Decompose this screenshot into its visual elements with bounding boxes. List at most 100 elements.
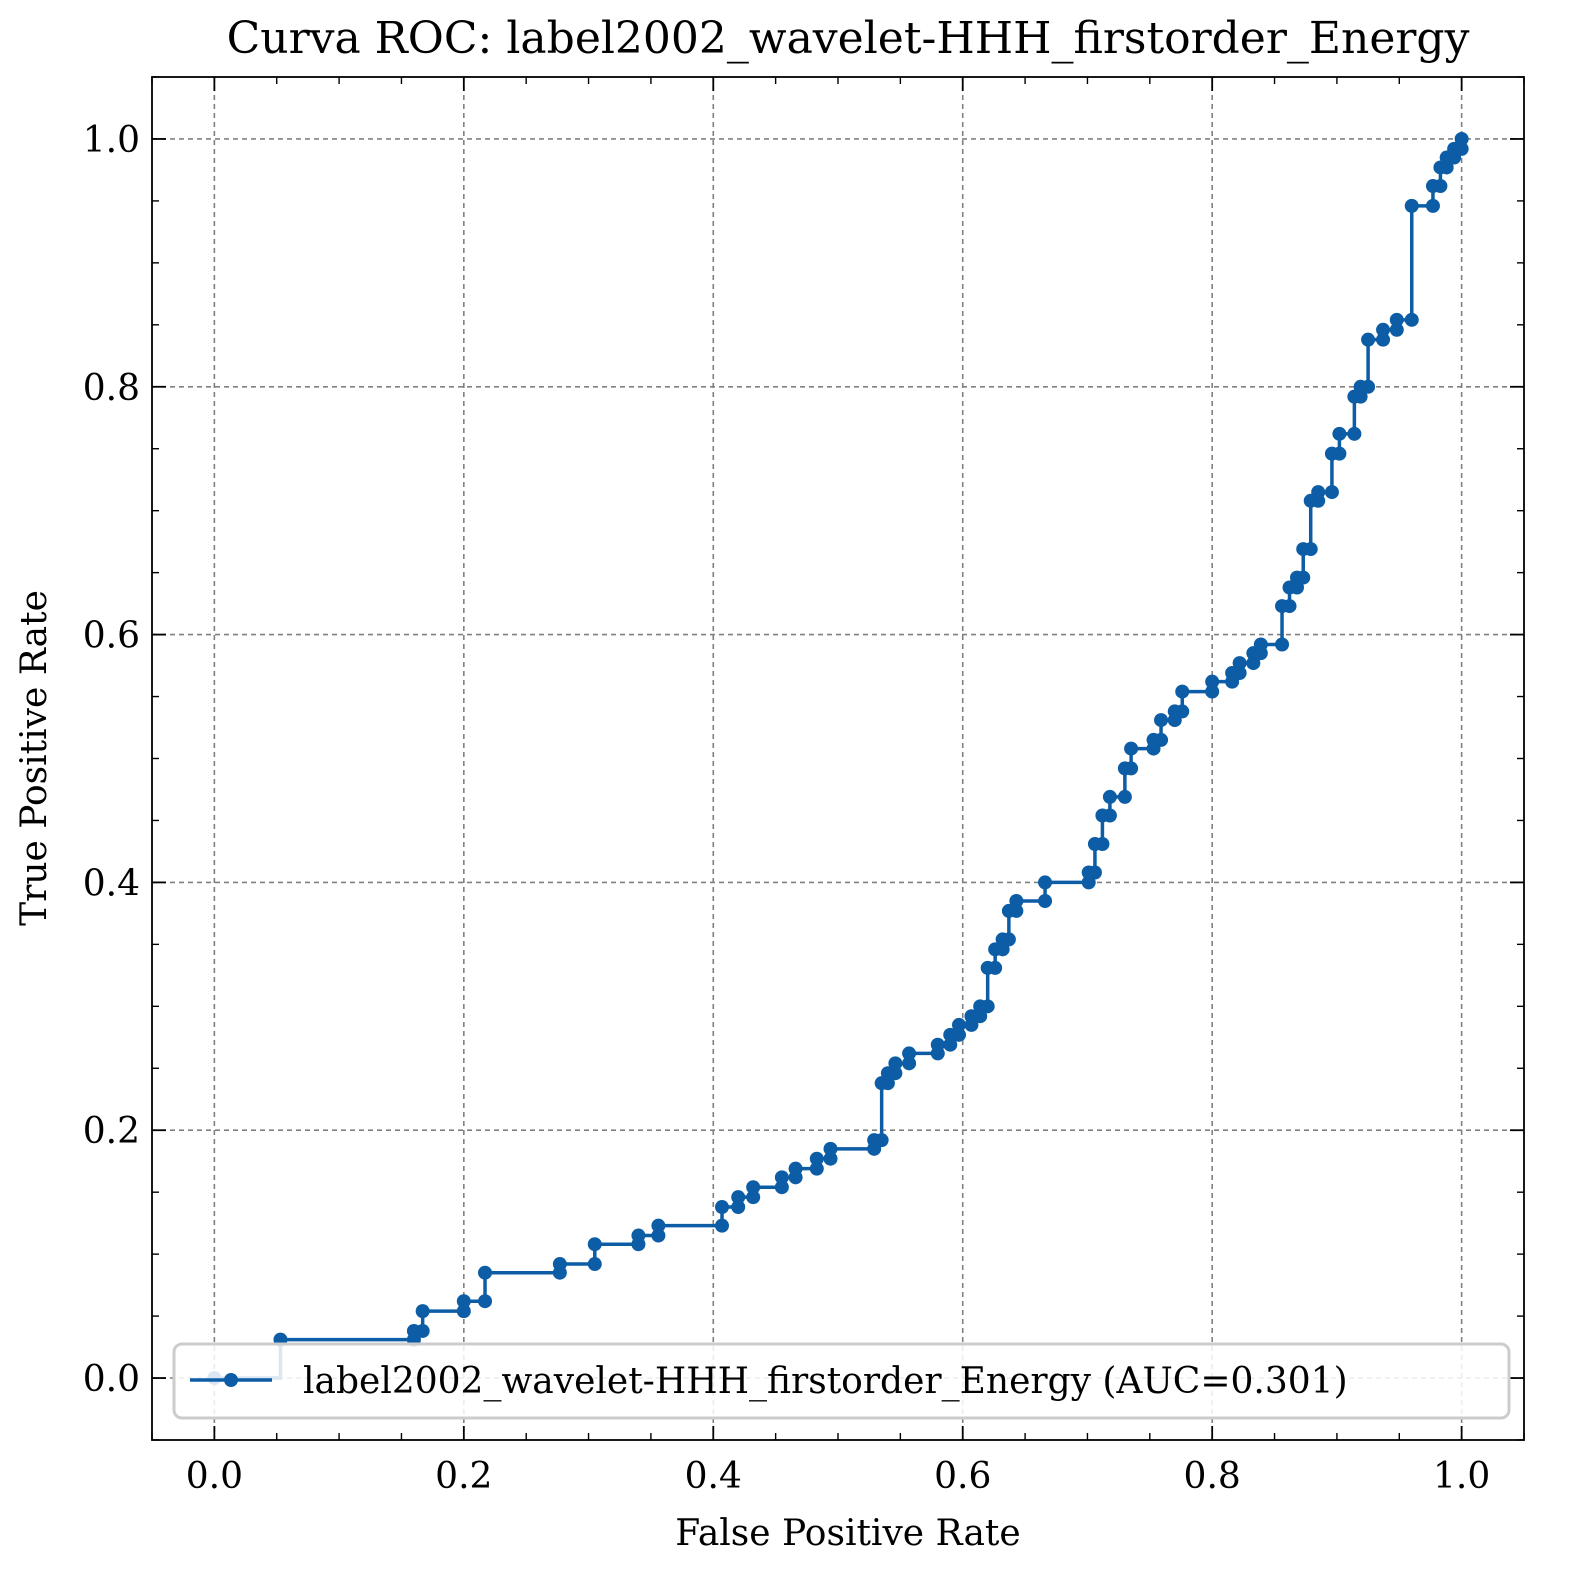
roc-point — [951, 1027, 966, 1042]
x-tick-label: 1.0 — [1433, 1456, 1490, 1497]
roc-point — [774, 1180, 789, 1195]
roc-point — [478, 1265, 493, 1280]
x-axis-label: False Positive Rate — [675, 1513, 1020, 1554]
roc-point — [1154, 732, 1169, 747]
roc-point — [1253, 637, 1268, 652]
roc-point — [746, 1180, 761, 1195]
roc-point — [1282, 599, 1297, 614]
roc-point — [1009, 893, 1024, 908]
roc-point — [731, 1190, 746, 1205]
roc-point — [1246, 656, 1261, 671]
roc-point — [823, 1151, 838, 1166]
roc-point — [788, 1161, 803, 1176]
roc-point — [1232, 666, 1247, 681]
roc-point — [1361, 332, 1376, 347]
y-tick-label: 0.6 — [83, 616, 140, 657]
roc-point — [1117, 789, 1132, 804]
roc-point — [456, 1304, 471, 1319]
roc-point — [415, 1304, 430, 1319]
roc-point — [1275, 637, 1290, 652]
roc-point — [1038, 893, 1053, 908]
roc-point — [1087, 865, 1102, 880]
roc-point — [715, 1200, 730, 1215]
roc-point — [1353, 389, 1368, 404]
roc-point — [1102, 808, 1117, 823]
legend: label2002_wavelet-HHH_firstorder_Energy … — [172, 1342, 1511, 1420]
roc-point — [1095, 836, 1110, 851]
roc-point — [980, 999, 995, 1014]
roc-point — [1154, 713, 1169, 728]
roc-point — [809, 1161, 824, 1176]
x-tick-label: 0.0 — [186, 1456, 243, 1497]
roc-point — [1311, 485, 1326, 500]
roc-point — [1404, 198, 1419, 213]
y-tick-label: 0.8 — [83, 368, 140, 409]
y-tick-label: 0.2 — [83, 1111, 140, 1152]
x-tick-label: 0.6 — [934, 1456, 991, 1497]
roc-point — [1376, 332, 1391, 347]
roc-point — [456, 1294, 471, 1309]
roc-point — [1376, 322, 1391, 337]
y-axis-label: True Positive Rate — [14, 590, 55, 926]
roc-point — [746, 1190, 761, 1205]
roc-point — [902, 1056, 917, 1071]
chart-title: Curva ROC: label2002_wavelet-HHH_firstor… — [227, 13, 1470, 64]
roc-point — [1124, 761, 1139, 776]
roc-point — [1205, 684, 1220, 699]
roc-point — [823, 1141, 838, 1156]
roc-point — [1303, 542, 1318, 557]
roc-point — [587, 1237, 602, 1252]
tick-labels: 0.0 0.2 0.4 0.6 0.8 1.0 0.0 0.2 0.4 0.6 0.8 1.0 — [83, 120, 1491, 1497]
roc-point — [774, 1170, 789, 1185]
legend-label: label2002_wavelet-HHH_firstorder_Energy … — [303, 1361, 1348, 1402]
roc-point — [880, 1076, 895, 1091]
roc-point — [731, 1200, 746, 1215]
roc-point — [478, 1294, 493, 1309]
roc-point — [1175, 704, 1190, 719]
roc-point — [874, 1133, 889, 1148]
roc-point — [552, 1257, 567, 1272]
roc-point — [1332, 446, 1347, 461]
roc-point — [1324, 485, 1339, 500]
roc-point — [1232, 656, 1247, 671]
roc-point — [1439, 160, 1454, 175]
y-tick-label: 0.0 — [83, 1359, 140, 1400]
roc-point — [415, 1323, 430, 1338]
legend-box — [172, 1342, 1511, 1420]
roc-point — [888, 1066, 903, 1081]
roc-point — [1102, 789, 1117, 804]
roc-point — [951, 1017, 966, 1032]
x-tick-label: 0.4 — [685, 1456, 742, 1497]
roc-point — [1425, 198, 1440, 213]
roc-point — [1175, 684, 1190, 699]
roc-point — [631, 1228, 646, 1243]
roc-point — [651, 1218, 666, 1233]
roc-point — [1124, 741, 1139, 756]
roc-point — [988, 960, 1003, 975]
x-tick-label: 0.2 — [435, 1456, 492, 1497]
series-layer — [207, 131, 1469, 1386]
roc-point — [1038, 875, 1053, 890]
y-tick-label: 0.4 — [83, 863, 140, 904]
y-tick-label: 1.0 — [83, 120, 140, 161]
roc-point — [1389, 312, 1404, 327]
roc-point — [888, 1056, 903, 1071]
roc-point — [587, 1257, 602, 1272]
x-tick-label: 0.8 — [1184, 1456, 1241, 1497]
roc-point — [1347, 426, 1362, 441]
roc-point — [930, 1037, 945, 1052]
roc-point — [943, 1037, 958, 1052]
grid — [152, 77, 1524, 1440]
roc-point — [1404, 312, 1419, 327]
roc-point — [973, 1009, 988, 1024]
roc-point — [1454, 141, 1469, 156]
roc-point — [1009, 903, 1024, 918]
roc-point — [1361, 379, 1376, 394]
roc-point — [1205, 674, 1220, 689]
roc-point — [1332, 426, 1347, 441]
legend-marker-swatch — [224, 1373, 238, 1387]
roc-point — [715, 1218, 730, 1233]
roc-point — [1454, 131, 1469, 146]
roc-point — [1433, 179, 1448, 194]
